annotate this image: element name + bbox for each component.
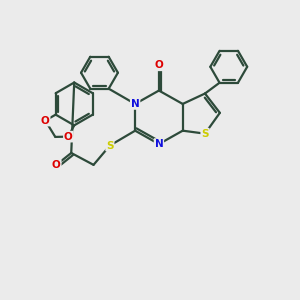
Text: S: S [106, 140, 114, 151]
Text: O: O [41, 116, 50, 126]
Text: N: N [154, 139, 163, 149]
Text: N: N [131, 99, 140, 109]
Text: O: O [64, 132, 73, 142]
Text: O: O [154, 60, 163, 70]
Text: O: O [52, 160, 61, 170]
Text: S: S [201, 129, 209, 139]
